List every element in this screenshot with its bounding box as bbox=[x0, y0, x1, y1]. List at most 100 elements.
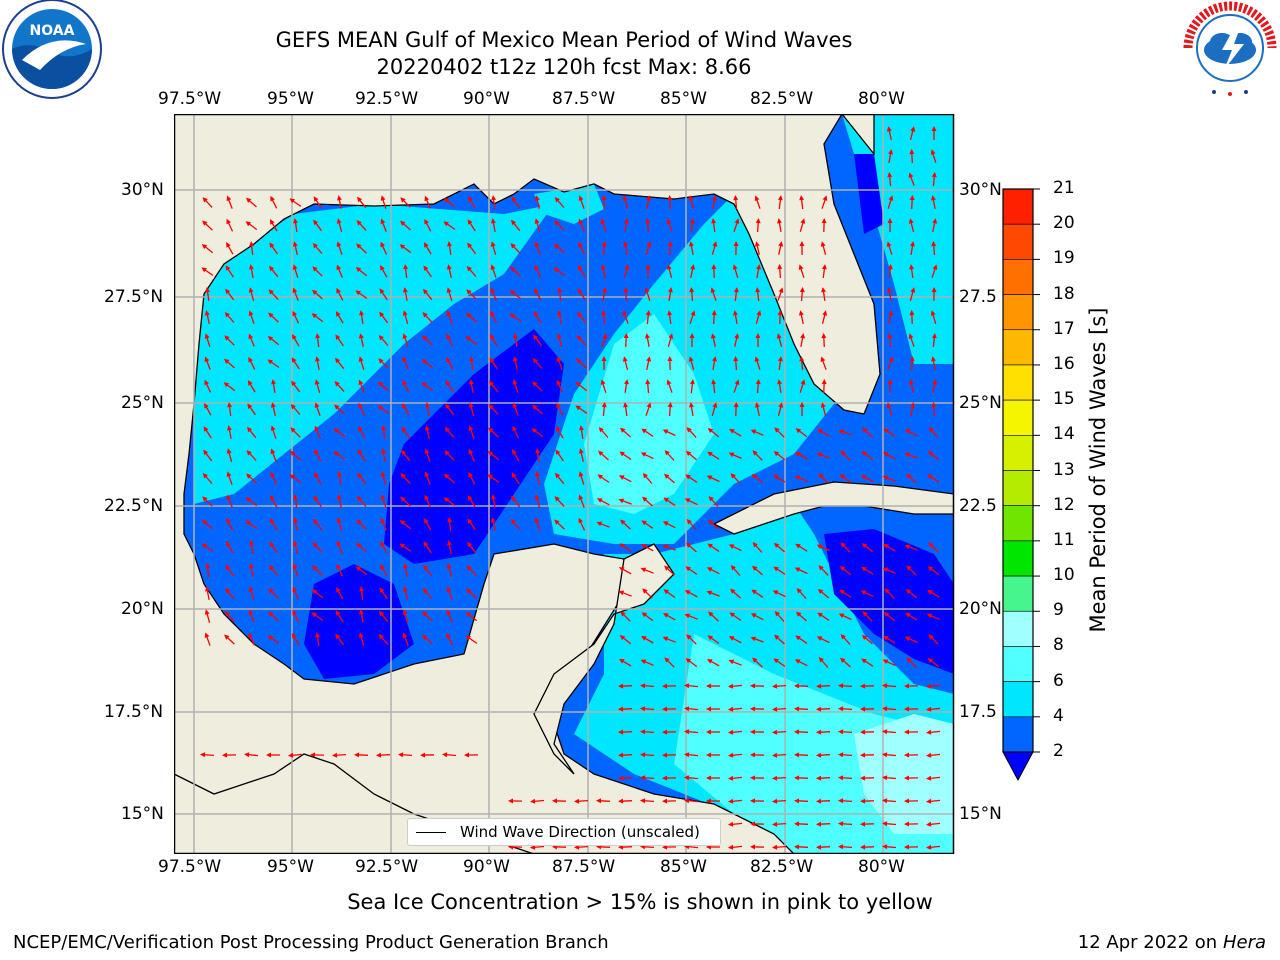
wind-wave-arrowhead bbox=[711, 264, 717, 270]
wind-wave-arrowhead bbox=[882, 452, 889, 457]
wind-wave-arrowhead bbox=[795, 428, 802, 434]
wind-wave-arrowhead bbox=[622, 310, 628, 316]
wind-wave-arrowhead bbox=[777, 195, 783, 201]
wind-wave-arrowhead bbox=[336, 218, 342, 224]
wind-wave-arrowhead bbox=[402, 310, 408, 316]
wind-wave-arrowhead bbox=[710, 333, 716, 339]
wind-wave-arrowhead bbox=[596, 521, 603, 527]
wind-wave-arrowhead bbox=[910, 126, 916, 132]
wind-wave-arrowhead bbox=[554, 243, 560, 249]
wind-wave-arrowhead bbox=[444, 473, 450, 479]
wind-wave-arrowhead bbox=[906, 473, 912, 479]
wind-wave-arrowhead bbox=[267, 635, 274, 641]
wind-wave-arrowhead bbox=[800, 379, 806, 385]
wind-wave-arrowhead bbox=[557, 287, 563, 293]
wind-wave-arrowhead bbox=[888, 356, 894, 362]
land-yucatan bbox=[533, 543, 675, 775]
wind-wave-arrowhead bbox=[204, 356, 210, 363]
wind-wave-arrowhead bbox=[734, 218, 740, 224]
wind-wave-arrowhead bbox=[421, 382, 427, 388]
wind-wave-arrowhead bbox=[466, 266, 472, 272]
wind-wave-arrowhead bbox=[773, 566, 779, 572]
wind-wave-arrowhead bbox=[597, 474, 603, 480]
colorbar-tick-label: 19 bbox=[1053, 248, 1075, 269]
wind-wave-arrowhead bbox=[314, 379, 320, 385]
wind-wave-arrowhead bbox=[685, 658, 692, 664]
sea-ice-note: Sea Ice Concentration > 15% is shown in … bbox=[347, 890, 933, 914]
wind-wave-arrowhead bbox=[904, 844, 909, 850]
wind-wave-arrowhead bbox=[222, 752, 228, 758]
wind-wave-arrowhead bbox=[932, 218, 938, 224]
chart-title: GEFS MEAN Gulf of Mexico Mean Period of … bbox=[275, 28, 853, 52]
wind-wave-arrowhead bbox=[596, 798, 602, 804]
wind-wave-arrowhead bbox=[378, 634, 384, 640]
wind-wave-arrowhead bbox=[883, 544, 889, 549]
wind-wave-arrowhead bbox=[686, 519, 692, 525]
wind-wave-arrowhead bbox=[820, 356, 826, 362]
wind-wave-arrowhead bbox=[773, 658, 779, 664]
wind-wave-arrowhead bbox=[332, 752, 338, 758]
colorbar-band bbox=[1002, 399, 1034, 436]
wind-wave-arrowhead bbox=[399, 244, 406, 250]
colorbar-tick-label: 10 bbox=[1053, 565, 1075, 586]
colorbar-tick-label: 17 bbox=[1053, 318, 1075, 339]
wind-wave-arrowhead bbox=[601, 356, 607, 361]
wind-wave-arrowhead bbox=[402, 379, 407, 386]
wind-wave-arrowhead bbox=[270, 495, 275, 501]
wind-wave-arrowhead bbox=[620, 611, 626, 617]
wind-wave-arrowhead bbox=[623, 241, 628, 247]
wind-wave-arrowhead bbox=[292, 310, 297, 317]
wind-wave-arrowhead bbox=[777, 356, 783, 362]
wind-wave-arrowhead bbox=[706, 475, 713, 480]
wind-wave-arrowhead bbox=[861, 566, 867, 572]
wind-wave-arrowhead bbox=[333, 451, 339, 457]
wind-wave-arrowhead bbox=[247, 426, 253, 433]
wind-wave-arrowhead bbox=[686, 542, 692, 548]
wind-wave-arrowhead bbox=[401, 449, 407, 456]
wind-wave-arrowhead bbox=[641, 636, 647, 641]
wind-wave-arrowhead bbox=[928, 542, 934, 548]
lat-label-left: 25°N bbox=[121, 393, 164, 413]
wind-wave-arrowhead bbox=[728, 706, 734, 712]
colorbar-tick-label: 9 bbox=[1053, 600, 1064, 621]
wind-wave-arrowhead bbox=[556, 402, 561, 409]
wind-wave-arrowhead bbox=[311, 313, 318, 319]
wind-wave-arrowhead bbox=[861, 658, 867, 664]
wind-wave-arrowhead bbox=[600, 218, 606, 224]
wind-wave-arrowhead bbox=[266, 752, 271, 758]
wind-wave-arrowhead bbox=[908, 379, 914, 385]
wind-wave-arrowhead bbox=[816, 775, 822, 781]
wind-wave-arrowhead bbox=[248, 356, 253, 363]
wind-wave-arrowhead bbox=[490, 287, 496, 294]
wind-wave-arrowhead bbox=[269, 541, 275, 548]
wind-wave-arrowhead bbox=[734, 333, 740, 339]
wind-wave-arrowhead bbox=[838, 752, 844, 758]
colorbar-band bbox=[1002, 716, 1034, 753]
lat-label-right: 20°N bbox=[959, 599, 1002, 619]
wind-wave-arrowhead bbox=[424, 471, 430, 478]
wind-wave-arrowhead bbox=[398, 752, 404, 758]
colorbar-tick-label: 14 bbox=[1053, 424, 1075, 445]
wind-wave-arrowhead bbox=[203, 426, 209, 432]
wind-wave-arrowhead bbox=[267, 359, 273, 365]
wind-wave-arrowhead bbox=[734, 379, 740, 385]
wind-wave-arrowhead bbox=[712, 195, 717, 201]
branch-credit: NCEP/EMC/Verification Post Processing Pr… bbox=[13, 932, 609, 953]
wind-wave-arrowhead bbox=[380, 494, 386, 500]
lat-label-right: 17.5 bbox=[959, 702, 997, 722]
wind-wave-arrowhead bbox=[600, 264, 606, 270]
wind-wave-arrowhead bbox=[226, 471, 232, 477]
wind-wave-arrowhead bbox=[662, 775, 668, 781]
lon-label-bottom: 85°W bbox=[660, 857, 707, 877]
wind-wave-arrowhead bbox=[248, 586, 254, 592]
wind-wave-arrowhead bbox=[618, 683, 624, 689]
wind-wave-arrowhead bbox=[380, 265, 385, 271]
wind-wave-arrowhead bbox=[534, 241, 540, 248]
wind-wave-arrowhead bbox=[223, 382, 230, 388]
wind-wave-arrowhead bbox=[379, 288, 385, 294]
wind-wave-arrowhead bbox=[579, 425, 584, 431]
wind-wave-arrowhead bbox=[662, 798, 668, 804]
wind-wave-arrowhead bbox=[534, 517, 540, 523]
wind-wave-arrowhead bbox=[534, 494, 540, 500]
wind-wave-arrowhead bbox=[202, 197, 208, 203]
